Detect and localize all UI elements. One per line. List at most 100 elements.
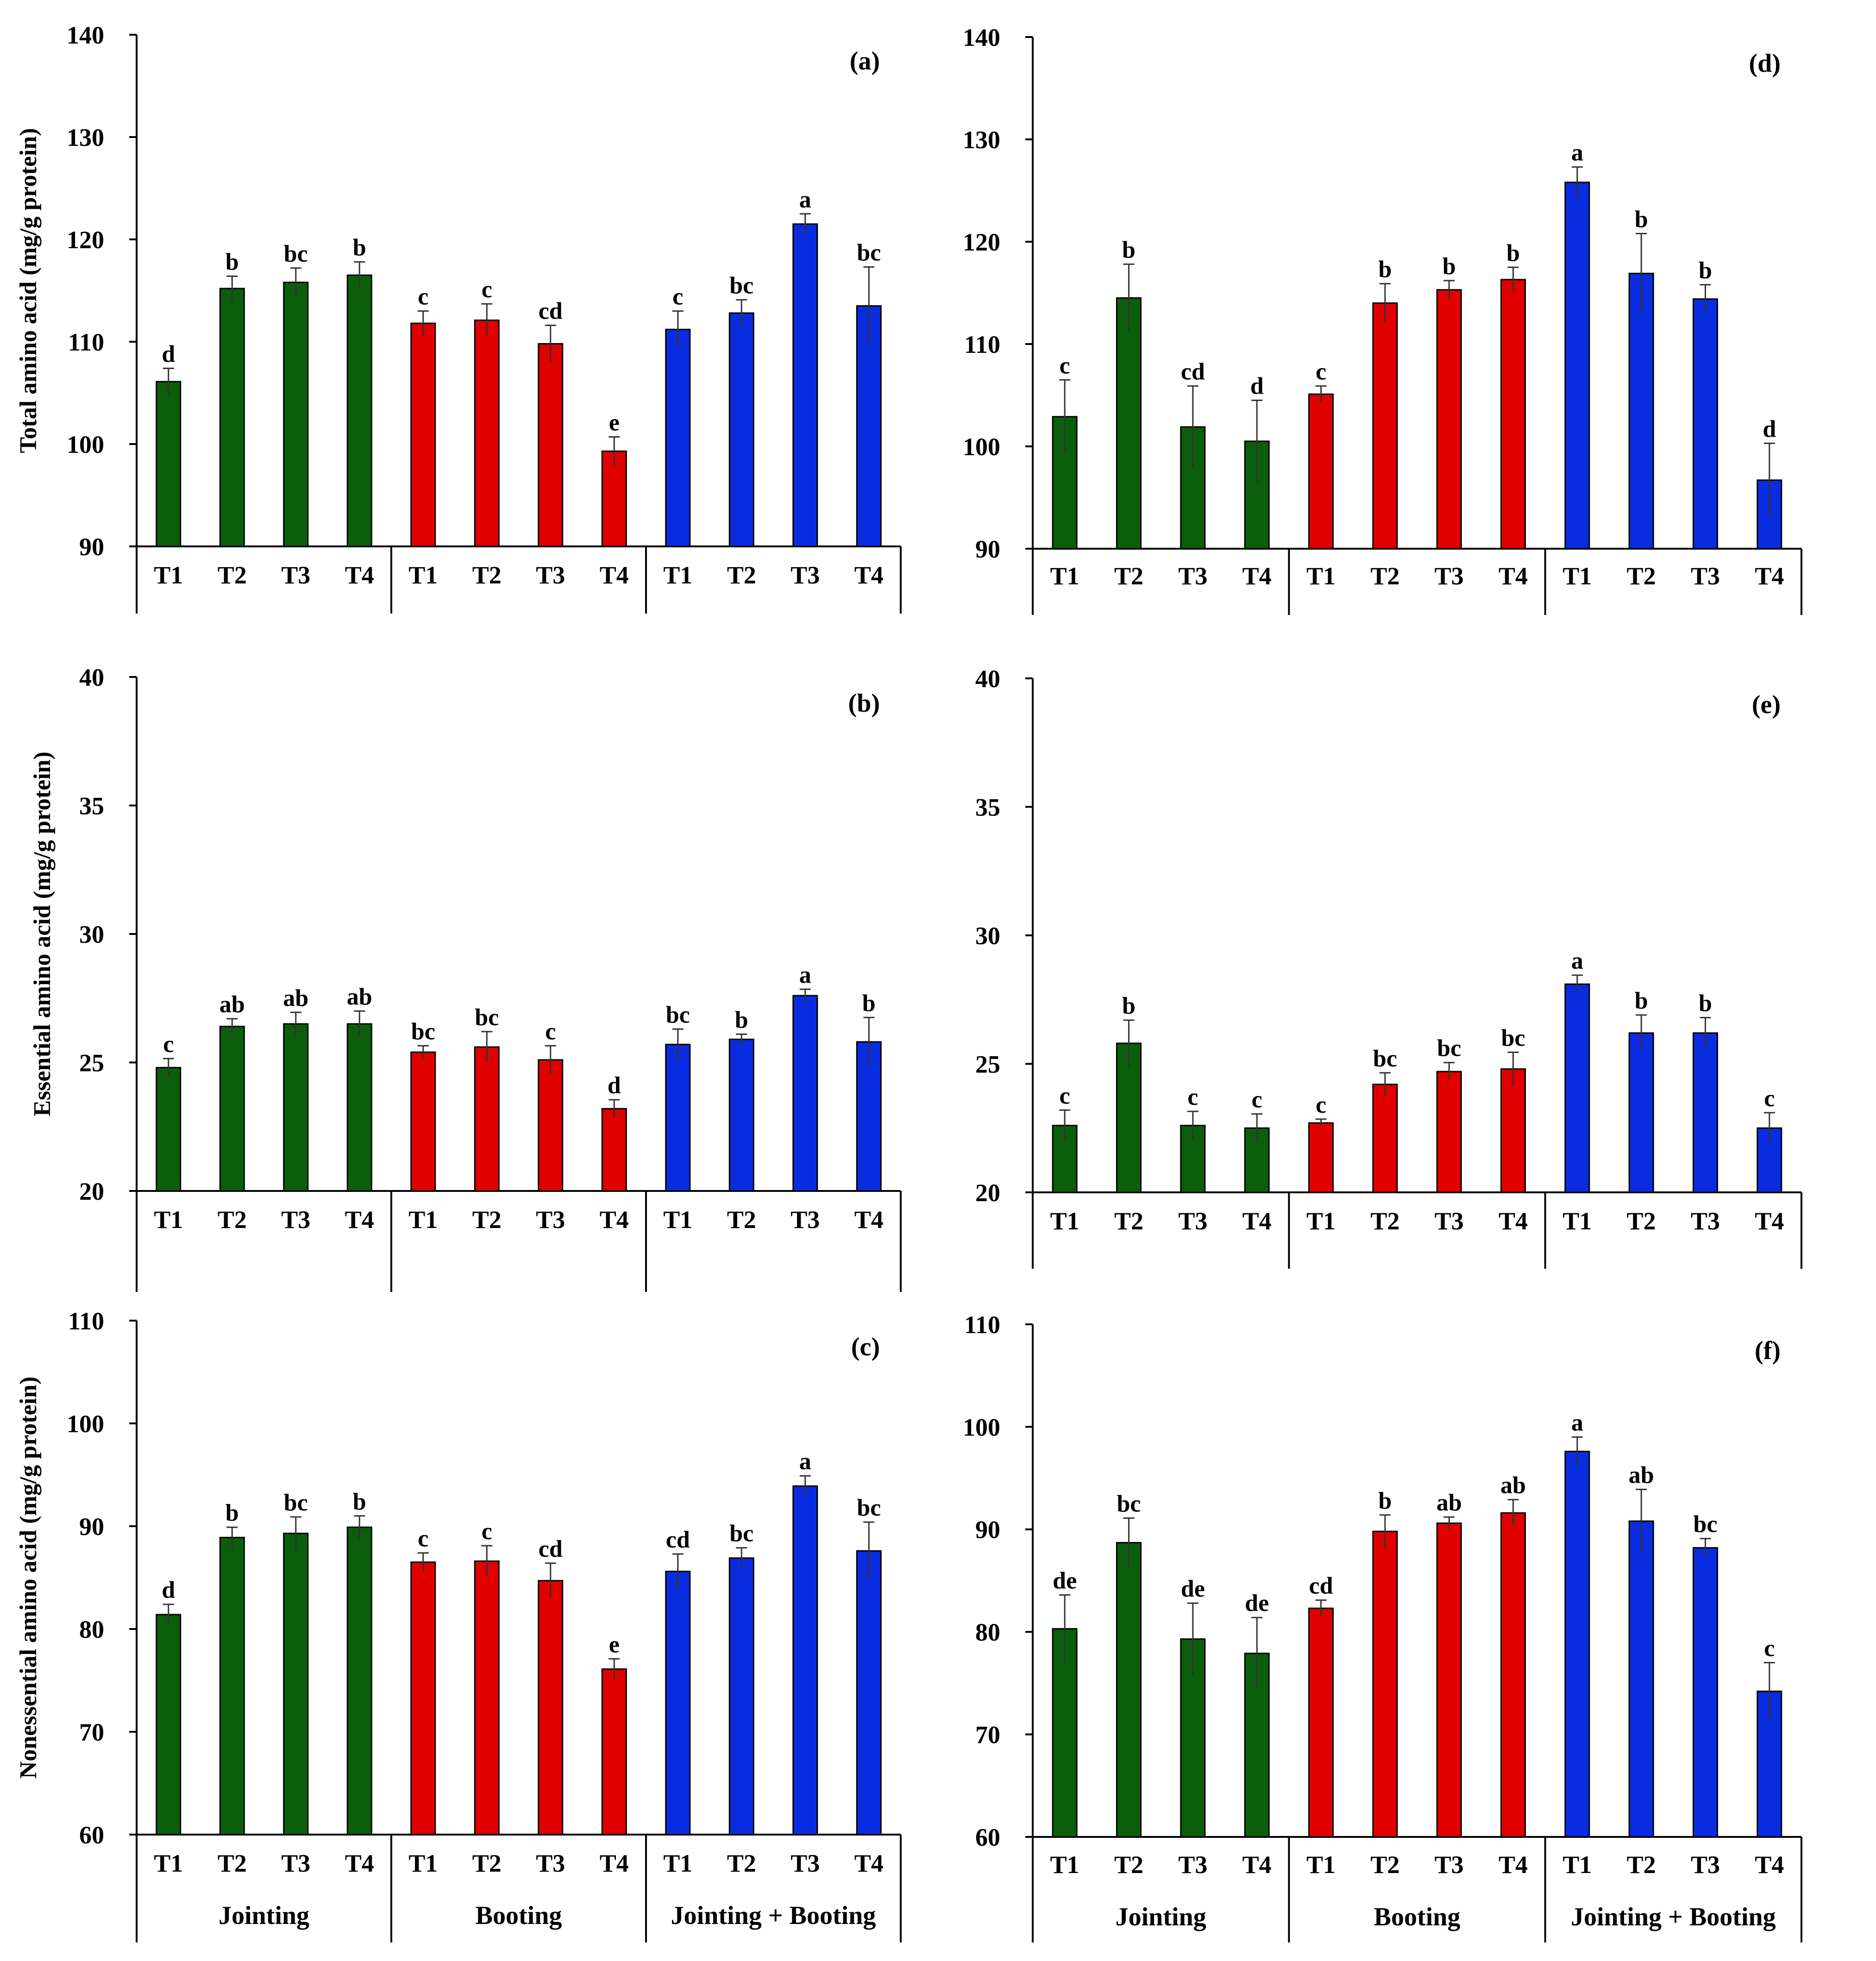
bar-booting-t2 [1372, 302, 1398, 550]
significance-letter: c [1764, 1085, 1775, 1112]
bar-booting-t2 [474, 1046, 500, 1192]
significance-letter: a [799, 1448, 811, 1475]
significance-letter: bc [857, 1495, 881, 1521]
group-label-jointing: Jointing [219, 1901, 309, 1930]
significance-letter: de [1245, 1590, 1269, 1616]
significance-letter: bc [1437, 1035, 1461, 1062]
significance-letter: bc [475, 1004, 499, 1031]
bar-booting-t3 [1436, 289, 1462, 550]
bar-jointing-t1 [156, 381, 182, 547]
category-label: T1 [408, 1849, 438, 1877]
bar-jointing-booting-t1 [1564, 1451, 1590, 1838]
category-label: T1 [663, 1849, 692, 1877]
significance-letter: e [609, 410, 620, 436]
y-tick-label: 90 [975, 1516, 1000, 1544]
panel-b: 20 25 30 35 40 Essential amino acid (mg/g pro… [29, 664, 902, 1292]
category-label: T3 [1691, 562, 1720, 590]
significance-letter: c [1316, 1092, 1326, 1118]
category-label: T4 [1242, 562, 1272, 590]
y-tick-label: 110 [964, 1311, 1000, 1339]
category-label: T1 [663, 1206, 692, 1234]
significance-letter: d [162, 1577, 175, 1604]
y-tick-label: 25 [975, 1050, 1000, 1078]
significance-letter: ab [1500, 1472, 1526, 1499]
category-label: T1 [408, 561, 438, 589]
panel-label: (c) [851, 1333, 880, 1361]
significance-letter: c [482, 1518, 492, 1545]
category-label: T1 [1050, 1851, 1079, 1879]
category-label: T4 [1499, 1207, 1528, 1235]
y-tick-label: 90 [79, 1513, 104, 1541]
bar-booting-t3 [538, 1580, 564, 1836]
category-label: T3 [281, 1206, 310, 1234]
category-label: T2 [1370, 1207, 1399, 1235]
panel-label: (e) [1752, 690, 1781, 719]
category-label: T2 [472, 1206, 502, 1234]
bar-jointing-t4 [346, 1023, 372, 1192]
significance-letter: cd [539, 298, 563, 325]
bar-booting-t4 [1500, 1512, 1526, 1838]
significance-letter: c [418, 1526, 428, 1552]
significance-letter: ab [283, 985, 308, 1011]
significance-letter: c [545, 1018, 556, 1045]
category-label: T4 [600, 561, 629, 589]
significance-letter: b [1699, 257, 1712, 284]
group-label-booting: Booting [1374, 1903, 1461, 1931]
group-label-booting: Booting [476, 1901, 562, 1930]
significance-letter: c [1187, 1084, 1198, 1110]
y-axis-title: Essential amino acid (mg/g protein) [29, 752, 56, 1116]
y-tick-label: 90 [79, 533, 104, 561]
category-label: T4 [1755, 562, 1784, 590]
category-label: T4 [1755, 1207, 1784, 1235]
y-tick-label: 80 [79, 1616, 104, 1643]
category-label: T2 [218, 1206, 247, 1234]
significance-letter: bc [284, 241, 308, 267]
panel-f: 60 70 80 90 100 110 (f) de T1 bc T2 de T3 de T4 cd T1 b T2… [963, 1311, 1802, 1942]
category-label: T4 [854, 1849, 884, 1877]
significance-letter: b [1378, 1488, 1392, 1514]
significance-letter: a [1571, 948, 1583, 974]
category-label: T3 [1691, 1851, 1720, 1879]
category-label: T4 [854, 561, 884, 589]
category-label: T1 [1306, 1207, 1336, 1235]
bar-jointing-booting-t1 [1564, 983, 1590, 1193]
bar-booting-t1 [1308, 1122, 1334, 1193]
panel-c: 60 70 80 90 100 110 Nonessential amino acid (m… [15, 1307, 902, 1942]
significance-letter: bc [1117, 1491, 1141, 1517]
category-label: T4 [345, 1849, 374, 1877]
category-label: T1 [154, 1206, 183, 1234]
bar-booting-t2 [474, 320, 500, 547]
significance-letter: d [1250, 373, 1264, 400]
group-label-jointing-booting: Jointing + Booting [1571, 1903, 1776, 1931]
bar-jointing-t2 [219, 1026, 245, 1192]
bar-jointing-t2 [1116, 1042, 1142, 1193]
significance-letter: c [672, 284, 683, 310]
significance-letter: ab [347, 984, 372, 1010]
y-tick-label: 110 [68, 328, 104, 356]
y-tick-label: 80 [975, 1618, 1000, 1646]
category-label: T4 [345, 561, 374, 589]
category-label: T3 [1435, 1207, 1464, 1235]
significance-letter: b [1635, 206, 1648, 232]
group-label-jointing-booting: Jointing + Booting [671, 1901, 876, 1930]
y-tick-label: 140 [963, 24, 1000, 51]
y-tick-label: 40 [79, 664, 104, 691]
category-label: T4 [854, 1206, 884, 1234]
bar-jointing-booting-t1 [665, 1571, 691, 1836]
category-label: T1 [1562, 562, 1592, 590]
y-tick-label: 35 [79, 792, 104, 820]
category-label: T1 [154, 561, 183, 589]
y-tick-label: 120 [67, 226, 104, 254]
panel-e: 2025303540(e)cT1bT2cT3cT4cT1bcT2bcT3bcT4… [975, 665, 1802, 1269]
bar-jointing-booting-t3 [792, 1485, 818, 1836]
panel-a: 90 100 110 120 130 140 Total amino acid (mg/g … [15, 21, 902, 614]
y-tick-label: 110 [68, 1307, 104, 1335]
category-label: T3 [1178, 1207, 1207, 1235]
significance-letter: bc [1694, 1511, 1718, 1538]
bar-booting-t1 [410, 322, 436, 547]
panel-label: (b) [848, 689, 880, 718]
significance-letter: c [1252, 1087, 1262, 1113]
bar-jointing-booting-t3 [792, 223, 818, 547]
category-label: T1 [1306, 562, 1336, 590]
